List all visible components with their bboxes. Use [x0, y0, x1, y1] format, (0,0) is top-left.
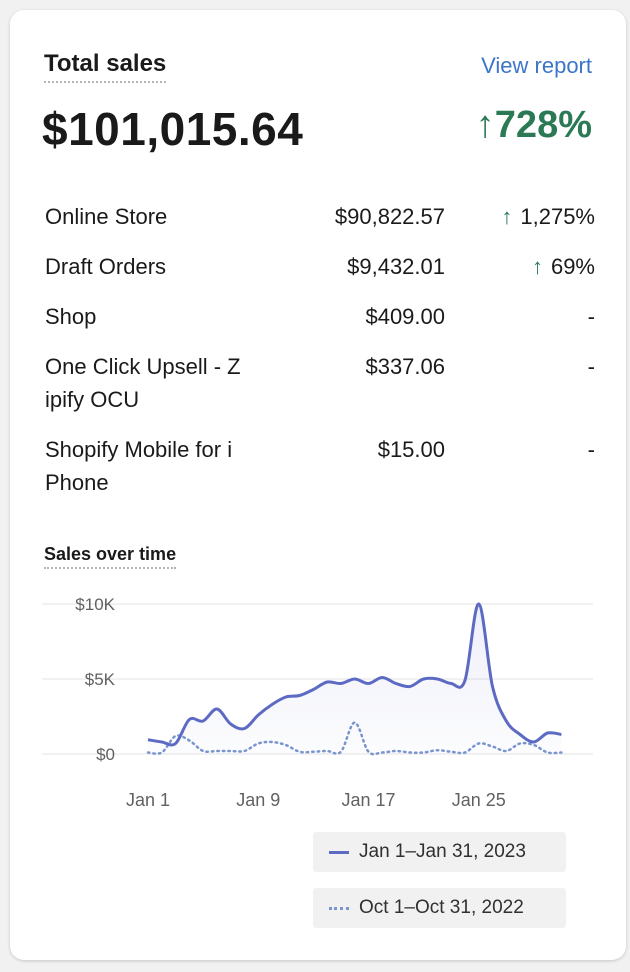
channel-change-value: 1,275%	[520, 204, 595, 229]
view-report-link[interactable]: View report	[481, 53, 592, 78]
channel-change: ↑ 69%	[532, 250, 595, 283]
legend-item-current[interactable]: Jan 1–Jan 31, 2023	[313, 832, 566, 872]
up-arrow-icon: ↑	[475, 104, 495, 146]
channel-amount: $409.00	[365, 304, 445, 329]
channel-change: ↑ 1,275%	[501, 200, 595, 233]
channel-amount: $337.06	[365, 354, 445, 379]
x-tick-label: Jan 1	[126, 790, 170, 810]
channel-change: -	[587, 304, 595, 329]
channel-name: Online Store	[45, 204, 168, 229]
channel-amount: $9,432.01	[347, 254, 445, 279]
channel-name: Draft Orders	[45, 254, 167, 279]
channel-amount: $90,822.57	[334, 204, 445, 229]
channel-change-value: 69%	[550, 254, 595, 279]
dotted-line-icon	[329, 907, 349, 910]
channel-name: Shop	[45, 304, 97, 329]
channel-name: Shopify Mobile for i Phone	[45, 437, 233, 495]
x-tick-label: Jan 9	[236, 790, 280, 810]
x-tick-label: Jan 17	[341, 790, 395, 810]
total-sales-card: Total sales View report $101,015.64 ↑728…	[10, 10, 626, 960]
legend-label: Oct 1–Oct 31, 2022	[359, 897, 524, 918]
solid-line-icon	[329, 851, 349, 854]
legend-label: Jan 1–Jan 31, 2023	[359, 841, 526, 862]
up-arrow-icon: ↑	[531, 254, 543, 279]
current-period-line	[147, 602, 562, 747]
total-sales-value: $101,015.64	[42, 103, 304, 155]
total-change-value: 728%	[494, 104, 592, 146]
sales-over-time-title: Sales over time	[44, 544, 177, 569]
sales-over-time-chart: $10K $5K $0 Jan 1 Jan 9 Jan 17 Jan 25	[42, 595, 593, 810]
y-tick-label: $0	[96, 745, 115, 764]
card-title: Total sales	[44, 50, 167, 83]
channel-change: -	[587, 437, 595, 462]
up-arrow-icon: ↑	[501, 204, 513, 229]
current-period-area	[148, 603, 562, 754]
channel-change: -	[587, 354, 595, 379]
channel-name: One Click Upsell - Z ipify OCU	[45, 354, 241, 412]
x-tick-label: Jan 25	[452, 790, 506, 810]
channel-amount: $15.00	[377, 437, 445, 462]
total-change-badge: ↑728%	[476, 104, 592, 147]
legend-item-previous[interactable]: Oct 1–Oct 31, 2022	[313, 888, 566, 928]
y-tick-label: $10K	[75, 595, 115, 614]
y-tick-label: $5K	[85, 670, 116, 689]
